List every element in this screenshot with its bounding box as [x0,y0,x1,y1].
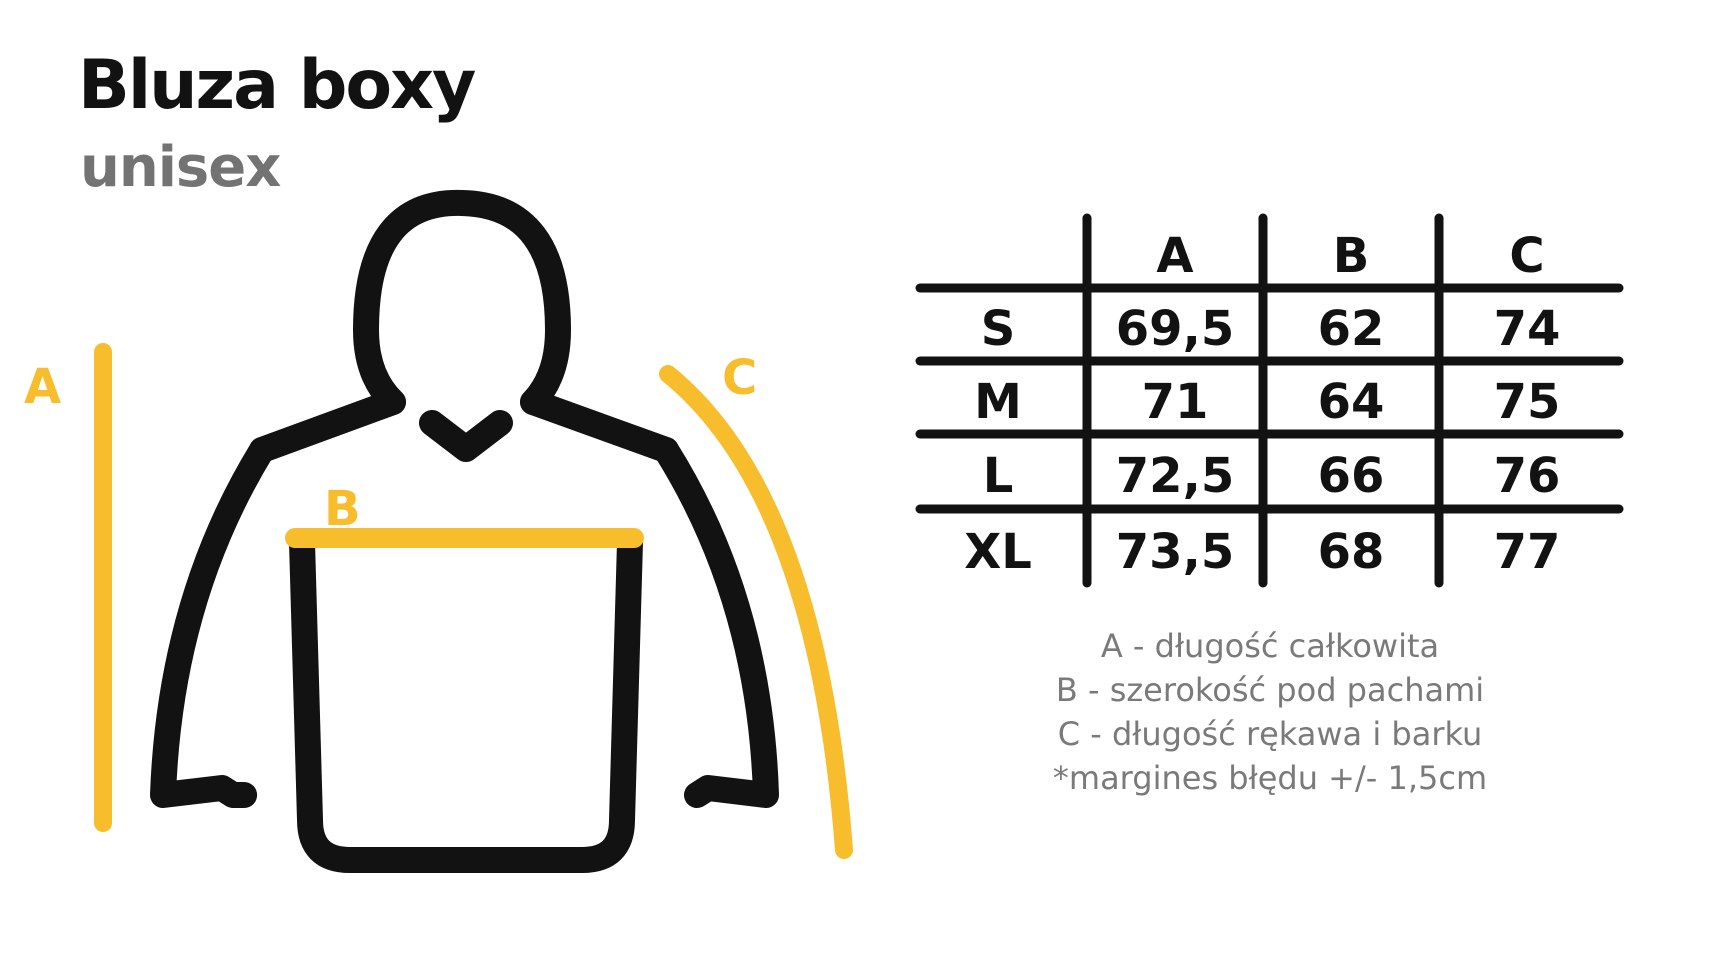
table-cell: 74 [1494,301,1561,357]
table-cell: 76 [1494,448,1561,504]
row-size-label: S [981,301,1016,357]
legend-line: A - długość całkowita [1100,627,1440,665]
table-cell: 75 [1494,374,1561,430]
left-shoulder-outline [249,389,406,463]
page-subtitle: unisex [80,135,281,200]
row-size-label: M [974,374,1022,430]
right-shoulder-outline [520,389,679,463]
table-cell: 71 [1142,374,1209,430]
dimension-c-label: C [722,350,757,406]
neckline-outline [419,410,513,462]
legend-line: C - długość rękawa i barku [1057,715,1483,753]
row-size-label: XL [964,524,1032,580]
column-header-b: B [1333,228,1370,284]
table-cell: 62 [1318,301,1385,357]
table-grid [915,213,1624,588]
table-cell: 77 [1494,524,1561,580]
table-cell: 69,5 [1116,301,1234,357]
page-title: Bluza boxy [78,46,476,125]
left-sleeve-outline [150,437,275,808]
row-size-label: L [983,448,1014,504]
table-cell: 66 [1318,448,1385,504]
dimension-c-arc [659,365,853,859]
hoodie-outline-icon [150,189,779,873]
legend-line: B - szerokość pod pachami [1055,671,1485,709]
table-cell: 73,5 [1116,524,1234,580]
dimension-b-label: B [324,481,361,537]
measurement-legend: A - długość całkowita B - szerokość pod … [990,624,1550,800]
body-outline [289,529,643,873]
legend-line: *margines błędu +/- 1,5cm [1052,759,1488,797]
table-cell: 64 [1318,374,1385,430]
column-header-c: C [1509,228,1544,284]
table-cell: 72,5 [1116,448,1234,504]
column-header-a: A [1156,228,1193,284]
hood-outline [353,189,571,415]
table-cell: 68 [1318,524,1385,580]
right-sleeve-outline [653,437,779,808]
dimension-a-label: A [24,359,61,415]
